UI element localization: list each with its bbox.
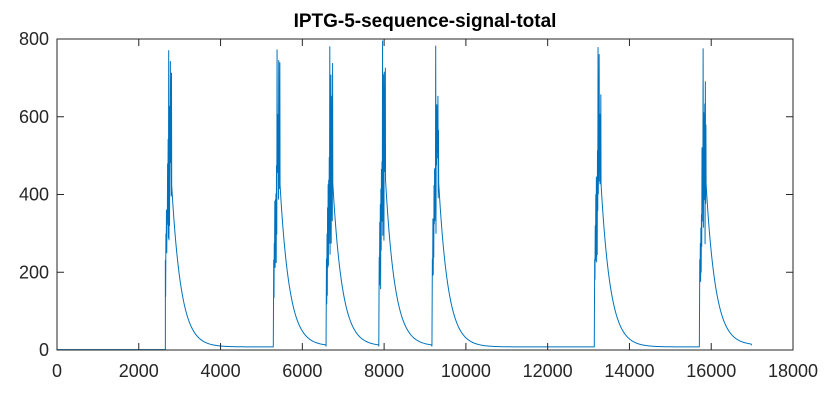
plot-area [57, 39, 793, 350]
x-tick-label: 14000 [604, 361, 654, 381]
x-tick-label: 10000 [441, 361, 491, 381]
y-tick-label: 400 [19, 185, 49, 205]
y-tick-label: 600 [19, 107, 49, 127]
x-tick-label: 2000 [119, 361, 159, 381]
chart-title: IPTG-5-sequence-signal-total [294, 11, 557, 32]
y-axis: 0 200 400 600 800 [19, 29, 793, 360]
x-tick-label: 4000 [201, 361, 241, 381]
y-tick-label: 200 [19, 262, 49, 282]
y-tick-label: 800 [19, 29, 49, 49]
x-tick-label: 18000 [768, 361, 818, 381]
x-tick-label: 12000 [523, 361, 573, 381]
x-tick-label: 6000 [282, 361, 322, 381]
x-axis: 0 2000 4000 6000 8000 10000 12000 14000 16000 180… [52, 39, 818, 381]
x-tick-label: 0 [52, 361, 62, 381]
series-line [57, 40, 753, 351]
x-tick-label: 16000 [686, 361, 736, 381]
y-tick-label: 0 [39, 340, 49, 360]
x-tick-label: 8000 [364, 361, 404, 381]
